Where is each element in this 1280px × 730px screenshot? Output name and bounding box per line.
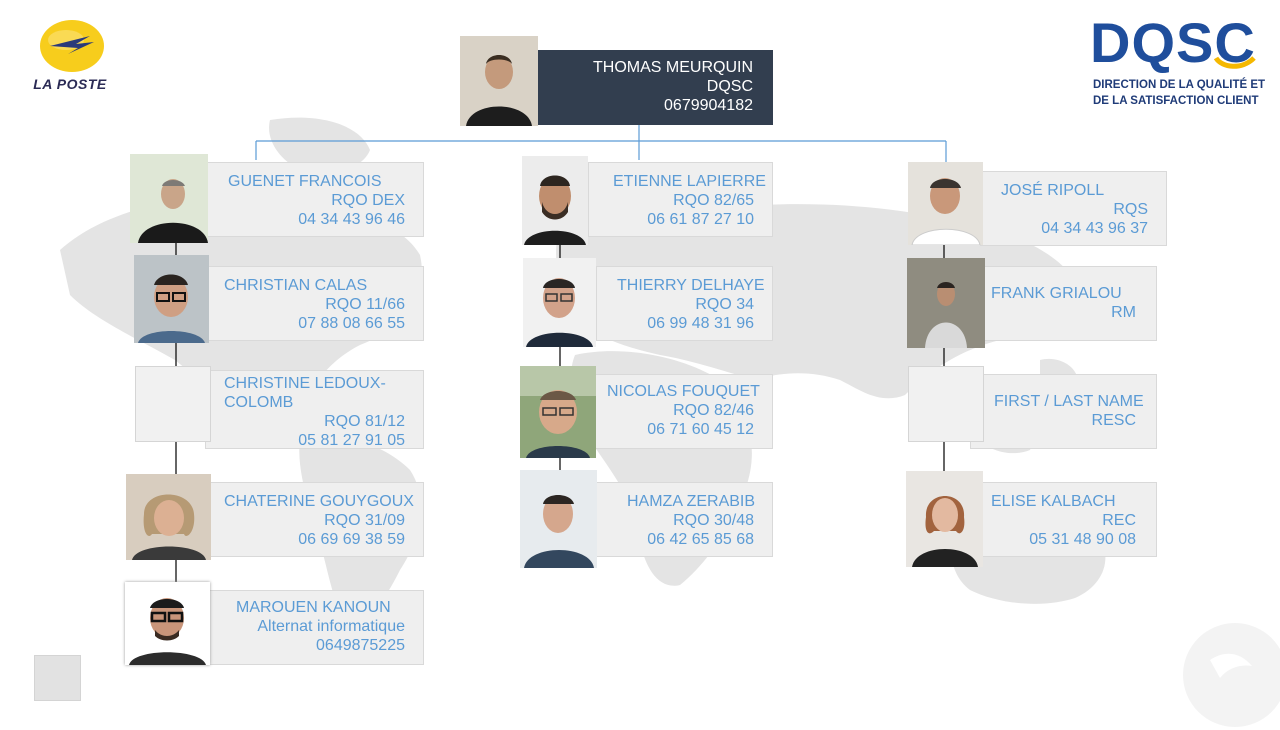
member-phone: 05 31 48 90 08: [1029, 531, 1136, 548]
avatar-placeholder: [135, 366, 211, 442]
avatar: [907, 258, 985, 348]
la-poste-bird-icon: [40, 20, 104, 72]
member-card: FIRST / LAST NAME RESC: [970, 374, 1157, 449]
member-role: RQO 82/46: [673, 402, 754, 419]
root-role: DQSC: [706, 78, 753, 95]
member-role: RQO 82/65: [673, 192, 754, 209]
member-name: CHATERINE GOUYGOUX: [224, 493, 414, 510]
dqsc-subtitle-2: DE LA SATISFACTION CLIENT: [1093, 95, 1259, 107]
avatar: [522, 156, 588, 245]
member-phone: 06 42 65 85 68: [647, 531, 754, 548]
member-phone: 0649875225: [316, 637, 405, 654]
avatar: [908, 162, 983, 245]
member-name: NICOLAS FOUQUET: [607, 383, 760, 400]
member-name: GUENET FRANCOIS: [228, 173, 382, 190]
dqsc-accent-arc-icon: [1213, 56, 1256, 69]
dqsc-logo-text: DQSC: [1090, 11, 1256, 74]
member-role: RQS: [1113, 201, 1148, 218]
avatar: [906, 471, 983, 567]
root-phone: 0679904182: [664, 97, 753, 114]
avatar: [520, 366, 596, 458]
member-card: MAROUEN KANOUN Alternat informatique 064…: [205, 590, 424, 665]
member-role: RQO 81/12: [324, 413, 405, 430]
la-poste-logo: LA POSTE: [20, 18, 120, 94]
avatar: [126, 474, 211, 560]
dqsc-logo: DQSC DIRECTION DE LA QUALITÉ ET DE LA SA…: [1090, 14, 1265, 114]
member-card: GUENET FRANCOIS RQO DEX 04 34 43 96 46: [205, 162, 424, 237]
avatar-root: [460, 36, 538, 126]
member-name: FIRST / LAST NAME: [994, 393, 1144, 410]
member-name: CHRISTIAN CALAS: [224, 277, 368, 294]
avatar: [125, 582, 210, 665]
decorative-square: [34, 655, 81, 701]
member-card: ETIENNE LAPIERRE RQO 82/65 06 61 87 27 1…: [588, 162, 773, 237]
member-phone: 06 99 48 31 96: [647, 315, 754, 332]
watermark-icon: [1183, 623, 1280, 727]
member-phone: 06 71 60 45 12: [647, 421, 754, 438]
member-card: ELISE KALBACH REC 05 31 48 90 08: [980, 482, 1157, 557]
member-name: ETIENNE LAPIERRE: [613, 173, 766, 190]
member-card: THIERRY DELHAYE RQO 34 06 99 48 31 96: [596, 266, 773, 341]
avatar: [523, 258, 596, 347]
avatar: [130, 154, 208, 243]
la-poste-text: LA POSTE: [33, 76, 107, 92]
member-role: RQO 31/09: [324, 512, 405, 529]
member-phone: 06 61 87 27 10: [647, 211, 754, 228]
member-role: RQO 34: [695, 296, 754, 313]
member-name: HAMZA ZERABIB: [627, 493, 756, 510]
member-phone: 04 34 43 96 46: [298, 211, 405, 228]
member-name: THIERRY DELHAYE: [617, 277, 765, 294]
dqsc-subtitle-1: DIRECTION DE LA QUALITÉ ET: [1093, 79, 1266, 91]
avatar-placeholder: [908, 366, 984, 442]
member-card: NICOLAS FOUQUET RQO 82/46 06 71 60 45 12: [588, 374, 773, 449]
root-name: THOMAS MEURQUIN: [593, 59, 753, 76]
member-role: Alternat informatique: [257, 618, 405, 635]
avatar: [520, 470, 597, 568]
member-phone: 05 81 27 91 05: [298, 432, 405, 449]
root-node: THOMAS MEURQUIN DQSC 0679904182: [538, 50, 773, 125]
member-card: JOSÉ RIPOLL RQS 04 34 43 96 37: [980, 171, 1167, 246]
member-role: RM: [1111, 304, 1136, 321]
member-card: CHRISTIAN CALAS RQO 11/66 07 88 08 66 55: [205, 266, 424, 341]
member-role: RQO 30/48: [673, 512, 754, 529]
member-role: RQO DEX: [331, 192, 405, 209]
member-phone: 06 69 69 38 59: [298, 531, 405, 548]
member-card: HAMZA ZERABIB RQO 30/48 06 42 65 85 68: [596, 482, 773, 557]
member-name: FRANK GRIALOU: [991, 285, 1122, 302]
member-name: MAROUEN KANOUN: [236, 599, 391, 616]
member-name: JOSÉ RIPOLL: [1001, 182, 1105, 199]
member-role: RESC: [1091, 412, 1136, 429]
member-role: RQO 11/66: [325, 296, 405, 313]
member-card: FRANK GRIALOU RM: [980, 266, 1157, 341]
member-card: CHRISTINE LEDOUX-COLOMB RQO 81/12 05 81 …: [205, 370, 424, 449]
member-name: ELISE KALBACH: [991, 493, 1116, 510]
member-name: CHRISTINE LEDOUX-COLOMB: [224, 375, 386, 411]
member-card: CHATERINE GOUYGOUX RQO 31/09 06 69 69 38…: [205, 482, 424, 557]
member-role: REC: [1102, 512, 1136, 529]
member-phone: 04 34 43 96 37: [1041, 220, 1148, 237]
avatar: [134, 255, 209, 343]
member-phone: 07 88 08 66 55: [298, 315, 405, 332]
